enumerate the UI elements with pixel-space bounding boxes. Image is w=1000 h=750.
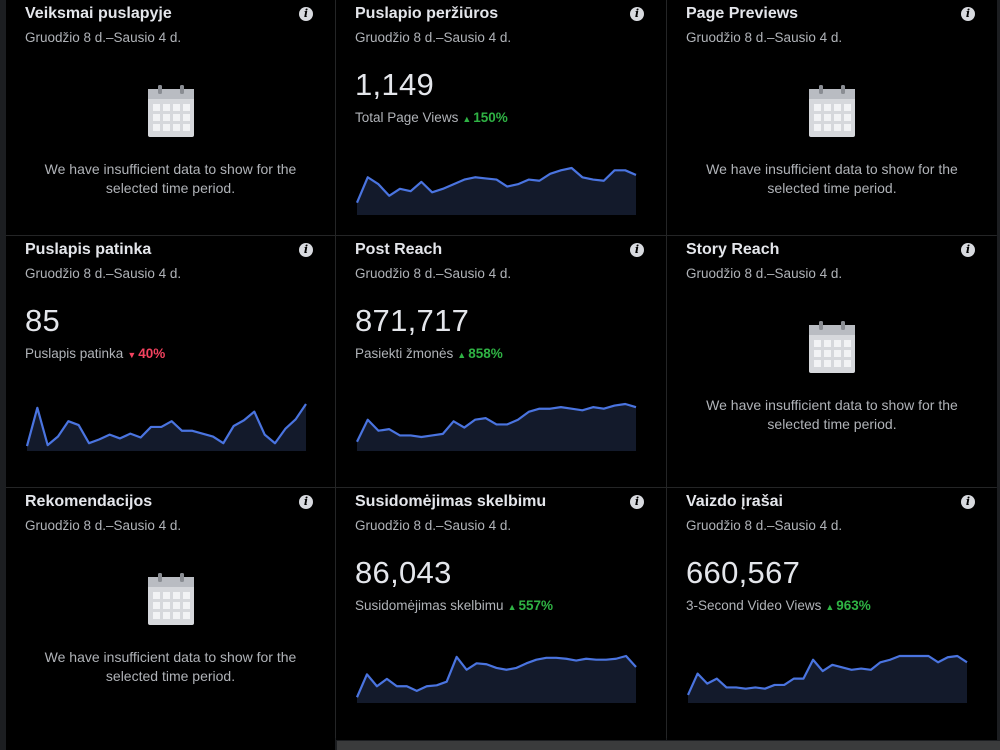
metric-sub-row: Total Page Views ▲ 150%	[355, 110, 508, 125]
triangle-down-icon: ▼	[127, 350, 137, 360]
calendar-icon	[808, 84, 856, 143]
change-badge: ▲ 963%	[825, 598, 870, 613]
sparkline-area	[688, 656, 967, 703]
metric-value: 85	[25, 303, 61, 338]
metric-value: 660,567	[686, 555, 801, 590]
trend-sparkline	[25, 403, 307, 451]
trend-sparkline	[355, 654, 637, 703]
triangle-up-icon: ▲	[457, 350, 467, 360]
metric-label: Puslapis patinka	[25, 346, 124, 361]
insight-card-veiksmai-puslapyje[interactable]: Veiksmai puslapyje Gruodžio 8 d.–Sausio …	[6, 0, 335, 235]
sparkline-area	[357, 168, 636, 215]
metric-label: Total Page Views	[355, 110, 459, 125]
metric-label: Pasiekti žmonės	[355, 346, 454, 361]
change-percent: 858%	[468, 346, 503, 361]
metric-sub-row: 3-Second Video Views ▲ 963%	[686, 598, 871, 613]
card-title: Puslapio peržiūros	[355, 5, 499, 22]
card-date-range: Gruodžio 8 d.–Sausio 4 d.	[25, 30, 182, 45]
trend-sparkline	[356, 402, 637, 451]
card-date-range: Gruodžio 8 d.–Sausio 4 d.	[355, 30, 512, 45]
metric-label: Susidomėjimas skelbimu	[355, 598, 504, 613]
info-icon[interactable]: i	[630, 495, 644, 509]
card-title: Post Reach	[355, 241, 443, 258]
metric-sub-row: Pasiekti žmonės ▲ 858%	[355, 346, 503, 361]
sparkline-area	[357, 404, 636, 451]
card-title: Puslapis patinka	[25, 241, 152, 258]
trend-sparkline	[355, 166, 637, 215]
sparkline-line	[25, 403, 307, 447]
insufficient-data-message: We have insufficient data to show for th…	[706, 161, 958, 196]
info-icon[interactable]: i	[299, 495, 313, 509]
insight-card-story-reach[interactable]: Story Reach Gruodžio 8 d.–Sausio 4 d. i …	[667, 236, 997, 487]
info-icon[interactable]: i	[961, 495, 975, 509]
change-percent: 557%	[518, 598, 554, 613]
metric-value: 871,717	[355, 303, 470, 338]
trend-sparkline	[686, 654, 968, 703]
sparkline-line	[355, 166, 637, 204]
calendar-icon	[147, 84, 195, 143]
insufficient-data-message: We have insufficient data to show for th…	[44, 161, 297, 196]
metric-label: 3-Second Video Views	[686, 598, 822, 613]
card-date-range: Gruodžio 8 d.–Sausio 4 d.	[686, 30, 843, 45]
triangle-up-icon: ▲	[825, 602, 835, 612]
change-badge: ▼ 40%	[127, 346, 165, 361]
insufficient-data-message: We have insufficient data to show for th…	[44, 649, 297, 684]
change-badge: ▲ 858%	[457, 346, 502, 361]
card-title: Rekomendacijos	[25, 493, 153, 510]
metric-sub-row: Susidomėjimas skelbimu ▲ 557%	[355, 598, 553, 613]
change-percent: 963%	[836, 598, 871, 613]
insights-grid: Veiksmai puslapyje Gruodžio 8 d.–Sausio …	[6, 0, 997, 740]
next-card-edge	[6, 739, 335, 750]
triangle-up-icon: ▲	[507, 602, 517, 612]
change-badge: ▲ 557%	[508, 598, 553, 613]
insufficient-data-message: We have insufficient data to show for th…	[706, 397, 958, 432]
info-icon[interactable]: i	[630, 7, 644, 21]
sparkline-line	[686, 654, 968, 696]
change-percent: 40%	[138, 346, 166, 361]
insight-card-puslapis-patinka[interactable]: Puslapis patinka Gruodžio 8 d.–Sausio 4 …	[6, 236, 335, 487]
info-icon[interactable]: i	[630, 243, 644, 257]
card-title: Susidomėjimas skelbimu	[355, 493, 547, 510]
left-edge	[0, 0, 6, 750]
triangle-up-icon: ▲	[462, 114, 472, 124]
card-date-range: Gruodžio 8 d.–Sausio 4 d.	[686, 518, 843, 533]
sparkline-line	[356, 402, 637, 443]
info-icon[interactable]: i	[299, 7, 313, 21]
sparkline-area	[27, 404, 306, 451]
info-icon[interactable]: i	[299, 243, 313, 257]
insight-card-page-previews[interactable]: Page Previews Gruodžio 8 d.–Sausio 4 d. …	[667, 0, 997, 235]
card-date-range: Gruodžio 8 d.–Sausio 4 d.	[355, 266, 512, 281]
insight-card-vaizdo-irasai[interactable]: Vaizdo įrašai Gruodžio 8 d.–Sausio 4 d. …	[667, 488, 997, 740]
metric-sub-row: Puslapis patinka ▼ 40%	[25, 346, 165, 361]
sparkline-area	[357, 656, 636, 703]
change-badge: ▲ 150%	[462, 110, 507, 125]
card-date-range: Gruodžio 8 d.–Sausio 4 d.	[686, 266, 843, 281]
metric-value: 86,043	[355, 555, 452, 590]
card-title: Story Reach	[686, 241, 780, 258]
card-date-range: Gruodžio 8 d.–Sausio 4 d.	[25, 266, 182, 281]
insight-card-susidomejimas-skelbimu[interactable]: Susidomėjimas skelbimu Gruodžio 8 d.–Sau…	[336, 488, 666, 740]
change-percent: 150%	[473, 110, 508, 125]
calendar-icon	[147, 572, 195, 631]
horizontal-scrollbar[interactable]	[337, 741, 1000, 750]
card-title: Vaizdo įrašai	[686, 493, 783, 510]
info-icon[interactable]: i	[961, 7, 975, 21]
insight-card-post-reach[interactable]: Post Reach Gruodžio 8 d.–Sausio 4 d. i 8…	[336, 236, 666, 487]
info-icon[interactable]: i	[961, 243, 975, 257]
card-date-range: Gruodžio 8 d.–Sausio 4 d.	[25, 518, 182, 533]
insight-card-puslapio-perziuros[interactable]: Puslapio peržiūros Gruodžio 8 d.–Sausio …	[336, 0, 666, 235]
calendar-icon	[808, 320, 856, 379]
card-date-range: Gruodžio 8 d.–Sausio 4 d.	[355, 518, 512, 533]
insight-card-rekomendacijos[interactable]: Rekomendacijos Gruodžio 8 d.–Sausio 4 d.…	[6, 488, 335, 740]
card-title: Page Previews	[686, 5, 799, 22]
sparkline-line	[355, 654, 637, 698]
card-title: Veiksmai puslapyje	[25, 5, 172, 22]
metric-value: 1,149	[355, 67, 435, 102]
